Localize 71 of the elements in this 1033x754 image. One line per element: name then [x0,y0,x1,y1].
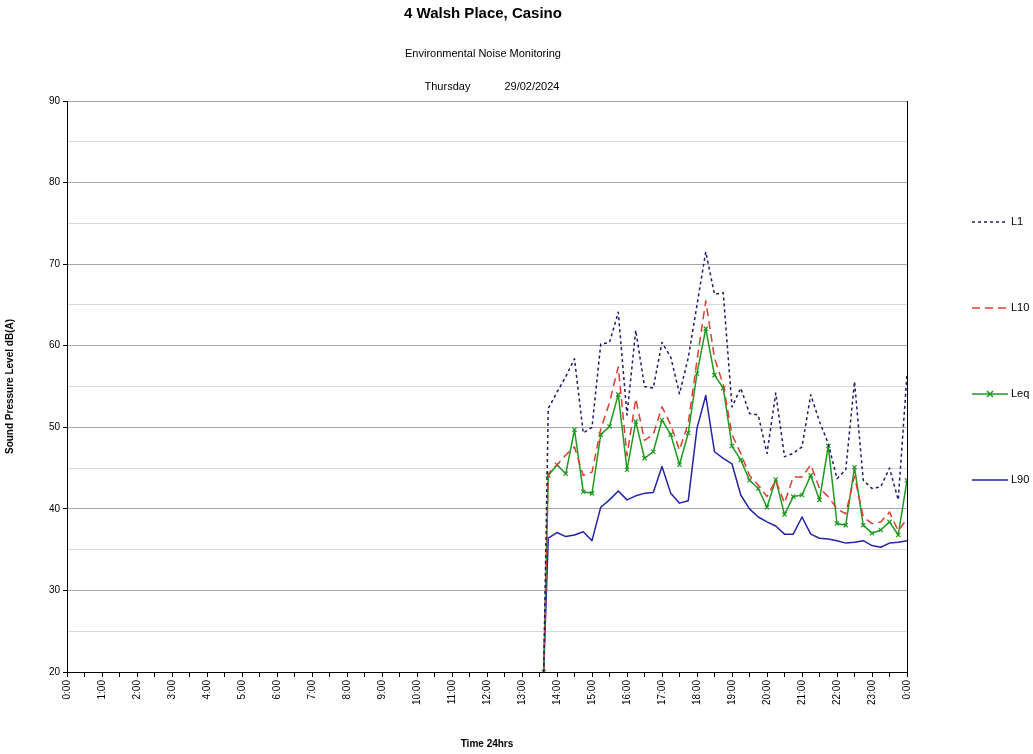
x-tick-label: 5:00 [235,679,247,700]
point [746,477,753,484]
text: 29/02/2024 [504,79,560,93]
legend-label: L1 [1011,215,1024,228]
x-tick-label: 23:00 [865,679,877,706]
x-tick-label: 10:00 [410,679,422,706]
y-tick-label: 80 [48,176,61,188]
x-tick-label: 1:00 [95,679,107,700]
x-tick-label: 17:00 [655,679,667,706]
x-axis-title: Time 24hrs [460,737,514,749]
point [834,520,840,527]
x-tick-label: 7:00 [305,679,317,700]
point [685,430,691,436]
x-tick-label: 8:00 [340,679,352,700]
point [738,457,744,463]
point [694,370,700,377]
x-tick-label: 12:00 [480,679,492,706]
chart-subtitle: Environmental Noise Monitoring [404,46,562,60]
point [851,464,858,470]
chart-title: 4 Walsh Place, Casino [403,3,563,23]
point [773,476,779,483]
x-tick-label: 9:00 [375,679,387,700]
y-tick-label: 70 [48,257,61,269]
x-tick-label: 14:00 [550,679,562,706]
point [860,522,866,528]
y-tick-label: 90 [48,94,61,106]
point [641,455,648,461]
text: Thursday [424,79,471,93]
y-tick-label: 50 [48,421,61,433]
point [703,325,709,332]
y-tick-label: 40 [48,502,61,514]
point [676,462,683,468]
x-tick-label: 13:00 [515,679,527,706]
legend-label: L10 [1011,301,1030,314]
x-tick-label: 4:00 [200,679,212,700]
point [589,490,595,497]
x-tick-label: 21:00 [795,679,807,706]
point [843,522,849,528]
point [895,532,901,538]
legend-label: L90 [1011,473,1030,486]
x-tick-label: 22:00 [830,679,842,706]
point [886,519,893,525]
x-tick-label: 20:00 [760,679,772,706]
y-tick-label: 60 [48,339,61,351]
point [764,504,770,510]
x-tick-label: 15:00 [585,679,597,706]
point [615,391,621,398]
x-tick-label: 0:00 [900,679,912,700]
x-tick-label: 16:00 [620,679,632,706]
x-tick-label: 19:00 [725,679,737,706]
x-tick-label: 18:00 [690,679,702,706]
x-tick-label: 2:00 [130,679,142,700]
x-tick-label: 3:00 [165,679,177,700]
legend-label: Leq [1011,387,1030,400]
point [869,530,875,537]
y-axis-title: Sound Pressure Level dB(A) [3,318,15,455]
x-tick-label: 11:00 [445,679,457,705]
point [633,418,639,425]
y-tick-label: 30 [48,584,61,596]
point [711,372,718,378]
point [808,472,814,479]
point [878,527,884,533]
point [790,493,796,500]
point [668,431,674,438]
x-tick-label: 0:00 [60,679,72,700]
y-tick-label: 20 [48,665,61,677]
point [755,485,761,492]
point [624,466,630,473]
x-tick-label: 6:00 [270,679,282,700]
point [571,427,578,433]
point [816,497,823,503]
